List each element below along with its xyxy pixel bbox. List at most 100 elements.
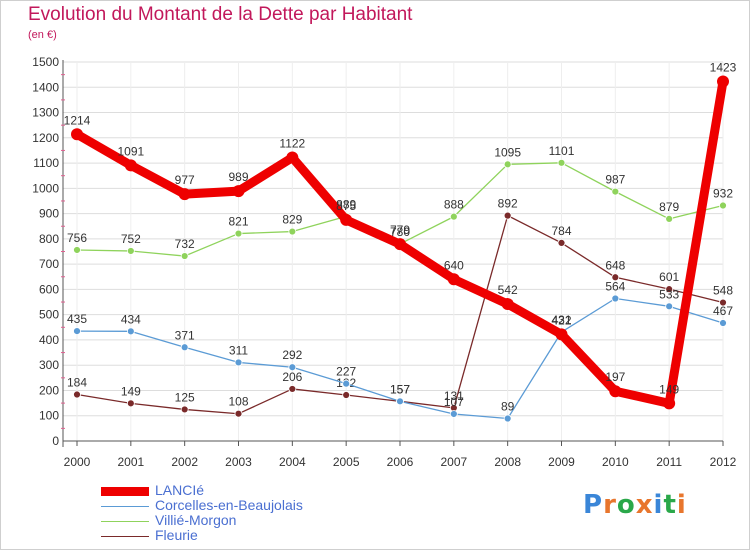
data-point	[503, 211, 512, 220]
legend-label-lancie: LANCIé	[155, 482, 205, 498]
y-tick-label: 0	[52, 434, 59, 448]
data-point	[234, 409, 243, 418]
y-tick-label: 500	[39, 308, 59, 322]
data-point	[447, 273, 460, 286]
data-point	[665, 285, 674, 294]
y-tick-label: 100	[39, 409, 59, 423]
data-point	[555, 328, 568, 341]
logo-letter: i	[653, 490, 664, 520]
data-label: 640	[444, 258, 464, 272]
data-label: 1101	[549, 144, 575, 158]
data-label: 107	[444, 395, 464, 409]
data-label: 780	[390, 225, 410, 239]
x-tick-label: 2008	[494, 455, 521, 469]
x-tick-label: 2001	[117, 455, 144, 469]
data-label: 752	[121, 232, 141, 246]
data-label: 197	[605, 370, 625, 384]
data-point	[609, 385, 622, 398]
legend-swatch-villie-morgon	[101, 521, 149, 522]
data-point	[178, 188, 191, 201]
x-tick-label: 2000	[64, 455, 91, 469]
y-tick-label: 1000	[32, 181, 59, 195]
y-tick-label: 400	[39, 333, 59, 347]
data-point	[71, 128, 83, 141]
data-point	[557, 158, 566, 167]
legend-swatch-lancie	[101, 487, 149, 496]
logo-letter: r	[603, 490, 617, 520]
data-point	[126, 399, 135, 408]
logo-letter: o	[616, 490, 636, 520]
x-tick-label: 2012	[710, 455, 737, 469]
data-label: 601	[659, 270, 679, 284]
data-point	[180, 405, 189, 414]
data-label: 1122	[279, 137, 305, 151]
y-tick-label: 1200	[32, 131, 59, 145]
data-point	[449, 410, 458, 418]
y-tick-label: 1400	[32, 80, 59, 94]
plot-area	[63, 60, 723, 441]
x-tick-label: 2007	[440, 455, 467, 469]
legend-swatch-corcelles	[101, 506, 149, 507]
data-point	[73, 246, 81, 254]
data-label: 149	[659, 382, 679, 396]
chart-subtitle: (en €)	[28, 29, 57, 41]
data-point	[180, 252, 189, 260]
data-label: 756	[67, 231, 87, 245]
y-tick-label: 1300	[32, 106, 59, 120]
data-point	[288, 363, 297, 372]
proxiti-logo: Proxiti	[583, 490, 687, 520]
data-point	[449, 212, 458, 221]
data-label: 1423	[710, 60, 737, 74]
data-point	[126, 247, 135, 255]
data-point	[73, 390, 81, 399]
logo-letter: t	[663, 490, 677, 520]
y-tick-label: 200	[39, 383, 59, 397]
data-point	[501, 298, 514, 311]
logo-letter: i	[676, 490, 687, 520]
x-tick-label: 2011	[656, 455, 682, 469]
logo-letter: P	[583, 490, 604, 520]
data-label: 542	[498, 283, 518, 297]
data-label: 879	[659, 200, 679, 214]
data-point	[234, 358, 243, 367]
y-tick-label: 1100	[33, 156, 59, 170]
data-label: 564	[605, 279, 625, 293]
x-tick-label: 2004	[279, 455, 306, 469]
data-label: 311	[229, 343, 248, 357]
data-label: 435	[67, 312, 87, 326]
y-tick-label: 1500	[32, 55, 59, 69]
data-label: 227	[336, 365, 356, 379]
data-point	[73, 327, 81, 335]
legend-label-corcelles: Corcelles-en-Beaujolais	[155, 497, 303, 513]
data-point	[288, 227, 297, 236]
data-label: 131	[444, 389, 464, 403]
data-label: 888	[444, 198, 464, 212]
y-tick-label: 700	[39, 257, 59, 271]
data-point	[719, 319, 727, 327]
data-label: 89	[501, 400, 515, 414]
data-label: 829	[282, 213, 302, 227]
x-tick-label: 2010	[602, 455, 629, 469]
data-point	[396, 397, 404, 406]
data-label: 431	[551, 313, 571, 327]
data-point	[663, 397, 676, 410]
data-point	[611, 273, 620, 282]
legend-label-fleurie: Fleurie	[155, 527, 198, 543]
y-tick-label: 300	[39, 358, 59, 372]
data-label: 648	[605, 258, 625, 272]
y-tick-label: 800	[39, 232, 59, 246]
data-point	[234, 229, 243, 238]
data-label: 1095	[494, 145, 521, 159]
data-point	[719, 298, 727, 307]
data-label: 184	[67, 376, 87, 390]
data-label: 932	[713, 187, 733, 201]
data-point	[124, 159, 137, 172]
data-point	[180, 343, 189, 352]
line-chart: 0 100 200 300 400 500 600 700 800 900 1000 1100 1200…	[32, 55, 737, 469]
data-label: 784	[551, 224, 571, 238]
data-label: 779	[390, 223, 410, 237]
data-label: 371	[175, 328, 195, 342]
data-label: 434	[121, 312, 141, 326]
data-label: 422	[551, 313, 571, 327]
data-label: 206	[282, 370, 302, 384]
